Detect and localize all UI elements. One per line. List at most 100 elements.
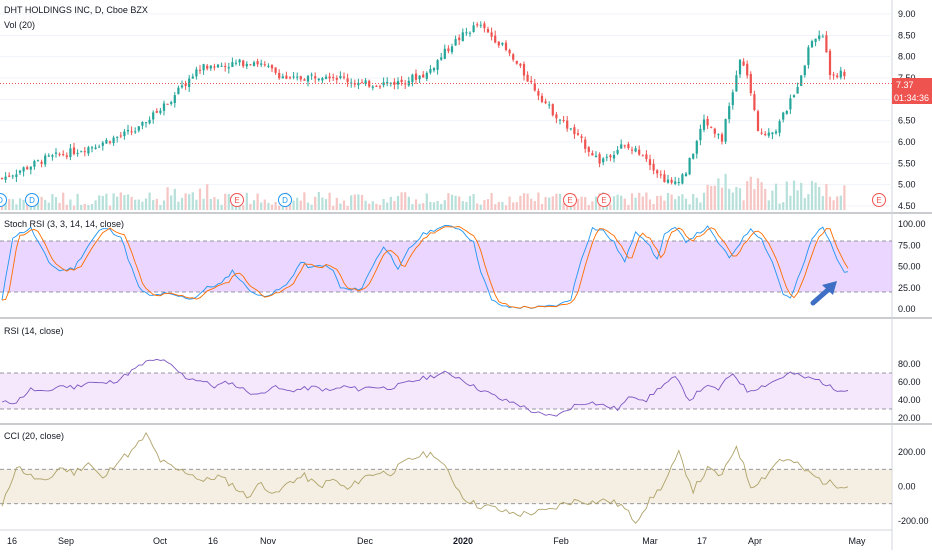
candle[interactable] <box>148 116 151 125</box>
candle[interactable] <box>713 127 716 138</box>
candle[interactable] <box>591 150 594 156</box>
arrow-up-right-icon[interactable] <box>810 281 837 306</box>
candle[interactable] <box>339 71 342 80</box>
candle[interactable] <box>760 128 763 135</box>
candle[interactable] <box>80 150 83 153</box>
candle[interactable] <box>569 128 572 131</box>
time-axis[interactable]: 16 Sep Oct 16 Nov Dec 2020 Feb Mar 17 Apr May <box>7 536 866 546</box>
cci-title[interactable]: CCI (20, close) <box>4 431 64 441</box>
dividend-marker[interactable]: D <box>25 193 39 207</box>
candle[interactable] <box>814 38 817 47</box>
candle[interactable] <box>177 85 180 95</box>
candle[interactable] <box>18 169 22 175</box>
candle[interactable] <box>551 103 554 117</box>
candle[interactable] <box>260 59 263 68</box>
candle[interactable] <box>530 76 533 84</box>
candle[interactable] <box>126 124 130 135</box>
candle[interactable] <box>800 75 803 87</box>
candle[interactable] <box>274 67 277 75</box>
candle[interactable] <box>843 69 846 80</box>
candle[interactable] <box>378 84 382 90</box>
earnings-marker[interactable]: E <box>597 193 611 207</box>
candle[interactable] <box>65 152 68 160</box>
candle[interactable] <box>767 128 770 138</box>
candle[interactable] <box>357 78 360 90</box>
candle[interactable] <box>702 114 706 133</box>
candle[interactable] <box>238 58 241 66</box>
candle[interactable] <box>36 159 40 162</box>
candle[interactable] <box>692 153 695 160</box>
candle[interactable] <box>447 45 450 54</box>
candle[interactable] <box>256 58 259 67</box>
candle[interactable] <box>677 177 680 186</box>
candle[interactable] <box>33 159 36 170</box>
candle[interactable] <box>400 76 403 86</box>
earnings-marker[interactable]: E <box>563 193 577 207</box>
candle[interactable] <box>616 146 619 156</box>
candle[interactable] <box>645 150 648 162</box>
candle[interactable] <box>227 62 230 74</box>
candle[interactable] <box>598 152 601 168</box>
candle[interactable] <box>778 119 781 137</box>
candle[interactable] <box>764 131 767 137</box>
candle[interactable] <box>515 60 518 65</box>
candle[interactable] <box>476 22 479 28</box>
candle[interactable] <box>836 72 839 79</box>
candle[interactable] <box>245 61 248 69</box>
candle[interactable] <box>792 94 796 98</box>
candle[interactable] <box>450 43 454 55</box>
candle[interactable] <box>782 111 785 123</box>
candle[interactable] <box>461 28 464 42</box>
candle[interactable] <box>29 166 32 175</box>
candle[interactable] <box>47 153 50 158</box>
candle[interactable] <box>404 80 407 89</box>
candle[interactable] <box>4 172 7 183</box>
candle[interactable] <box>314 72 317 83</box>
candle[interactable] <box>648 154 652 171</box>
candle[interactable] <box>141 121 144 130</box>
candle[interactable] <box>242 59 245 68</box>
candle[interactable] <box>72 142 76 156</box>
candle[interactable] <box>458 34 461 46</box>
candle[interactable] <box>522 61 526 81</box>
candle[interactable] <box>497 41 500 48</box>
candle[interactable] <box>206 63 209 71</box>
candle[interactable] <box>252 60 256 67</box>
candle[interactable] <box>162 100 166 116</box>
candle[interactable] <box>371 85 374 91</box>
candle[interactable] <box>544 98 547 105</box>
candle[interactable] <box>594 151 598 158</box>
cci-line[interactable] <box>1 431 849 524</box>
candle[interactable] <box>508 48 511 57</box>
candle[interactable] <box>659 170 662 179</box>
candle[interactable] <box>119 132 122 139</box>
stoch-rsi-pane[interactable]: 100.00 75.00 50.00 25.00 0.00 <box>0 219 926 314</box>
candle[interactable] <box>195 66 198 80</box>
candle[interactable] <box>731 89 734 110</box>
rsi-line[interactable] <box>1 358 849 417</box>
candle[interactable] <box>213 63 216 71</box>
candle[interactable] <box>364 78 367 87</box>
candle[interactable] <box>11 174 14 180</box>
candle[interactable] <box>144 122 148 128</box>
candle[interactable] <box>440 52 443 61</box>
candle[interactable] <box>155 108 158 114</box>
candle[interactable] <box>652 159 655 175</box>
candle[interactable] <box>486 26 490 34</box>
candle[interactable] <box>270 64 274 73</box>
candle[interactable] <box>184 80 187 90</box>
candle[interactable] <box>166 103 169 105</box>
dividend-marker[interactable]: D <box>0 193 7 207</box>
candle[interactable] <box>605 153 608 162</box>
candle[interactable] <box>332 73 335 81</box>
candle[interactable] <box>267 63 270 69</box>
candle[interactable] <box>558 119 562 125</box>
candle[interactable] <box>98 144 101 148</box>
candle[interactable] <box>335 75 338 84</box>
candle[interactable] <box>555 111 558 124</box>
candle[interactable] <box>602 157 605 166</box>
candle[interactable] <box>504 40 508 52</box>
candle[interactable] <box>285 71 288 80</box>
dividend-marker[interactable]: D <box>278 193 292 207</box>
candle[interactable] <box>468 31 472 37</box>
